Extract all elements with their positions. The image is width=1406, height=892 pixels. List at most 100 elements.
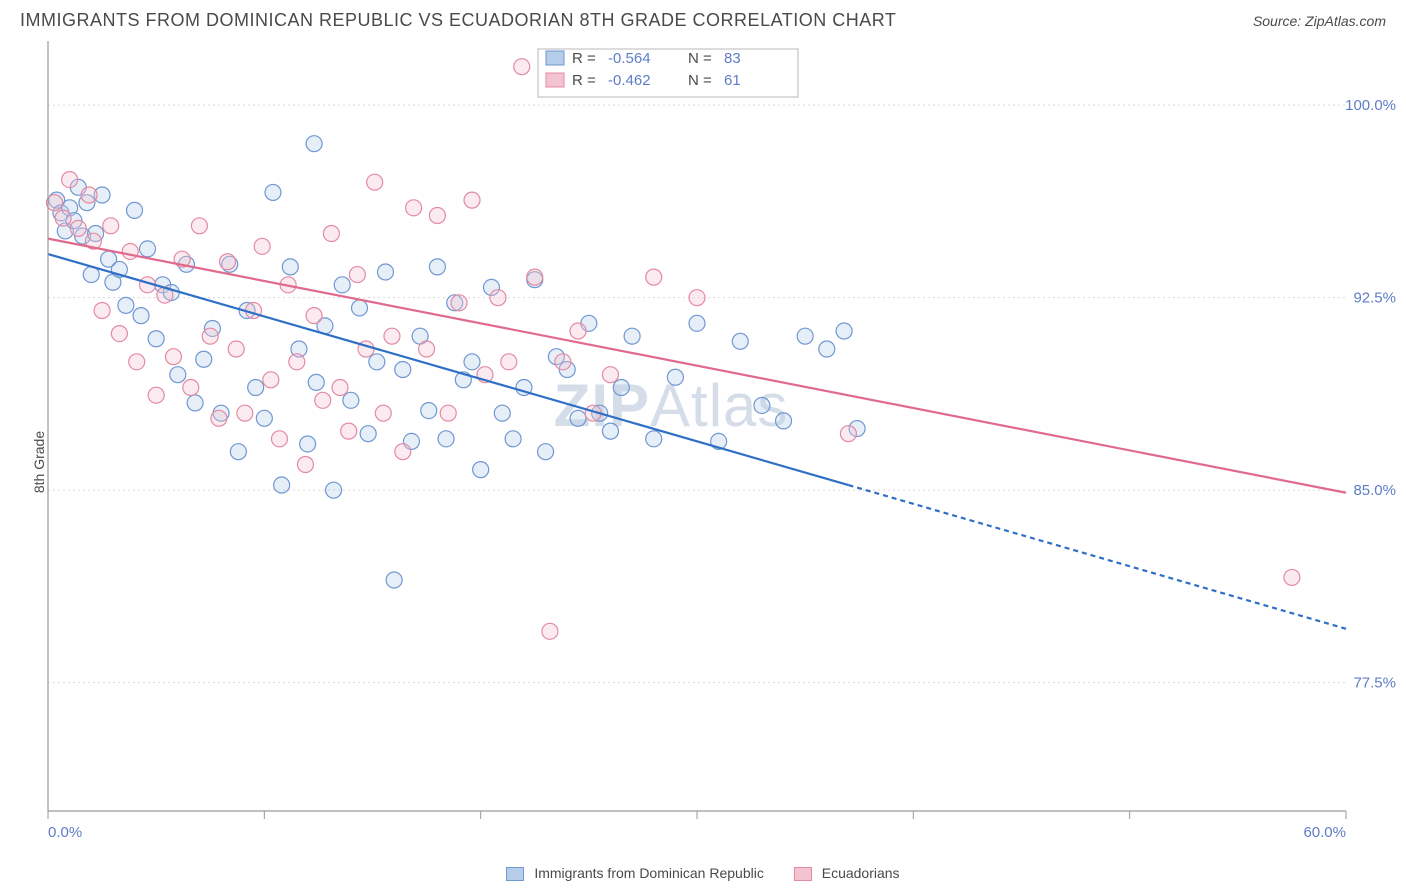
- point-ecuadorian: [490, 290, 506, 306]
- point-ecuadorian: [341, 423, 357, 439]
- stats-R-value: -0.564: [608, 50, 651, 67]
- point-dominican: [421, 403, 437, 419]
- point-dominican: [538, 444, 554, 460]
- point-dominican: [282, 259, 298, 275]
- point-dominican: [265, 184, 281, 200]
- point-ecuadorian: [514, 59, 530, 75]
- point-dominican: [429, 259, 445, 275]
- point-ecuadorian: [602, 367, 618, 383]
- point-ecuadorian: [183, 380, 199, 396]
- point-ecuadorian: [191, 218, 207, 234]
- legend-item-dominican: Immigrants from Dominican Republic: [506, 865, 763, 881]
- chart-header: IMMIGRANTS FROM DOMINICAN REPUBLIC VS EC…: [0, 0, 1406, 37]
- point-ecuadorian: [555, 354, 571, 370]
- point-dominican: [395, 362, 411, 378]
- point-ecuadorian: [289, 354, 305, 370]
- chart-title: IMMIGRANTS FROM DOMINICAN REPUBLIC VS EC…: [20, 10, 896, 31]
- point-ecuadorian: [103, 218, 119, 234]
- point-ecuadorian: [384, 328, 400, 344]
- point-ecuadorian: [211, 410, 227, 426]
- point-ecuadorian: [297, 457, 313, 473]
- point-dominican: [326, 482, 342, 498]
- point-ecuadorian: [220, 254, 236, 270]
- point-dominican: [306, 136, 322, 152]
- chart-source: Source: ZipAtlas.com: [1253, 13, 1386, 29]
- legend-swatch-dominican: [506, 867, 524, 881]
- point-ecuadorian: [464, 192, 480, 208]
- point-dominican: [377, 264, 393, 280]
- point-dominican: [352, 300, 368, 316]
- point-ecuadorian: [122, 243, 138, 259]
- point-dominican: [127, 202, 143, 218]
- point-ecuadorian: [228, 341, 244, 357]
- stats-R-label: R =: [572, 50, 596, 67]
- point-ecuadorian: [62, 172, 78, 188]
- y-tick-label: 85.0%: [1353, 482, 1396, 499]
- stats-N-value: 61: [724, 72, 741, 89]
- legend-swatch-ecuadorian: [794, 867, 812, 881]
- point-dominican: [187, 395, 203, 411]
- point-ecuadorian: [202, 328, 218, 344]
- point-ecuadorian: [689, 290, 705, 306]
- point-ecuadorian: [254, 238, 270, 254]
- point-ecuadorian: [395, 444, 411, 460]
- point-ecuadorian: [527, 269, 543, 285]
- point-ecuadorian: [111, 326, 127, 342]
- point-dominican: [819, 341, 835, 357]
- point-ecuadorian: [81, 187, 97, 203]
- point-dominican: [148, 331, 164, 347]
- point-ecuadorian: [148, 387, 164, 403]
- bottom-legend: Immigrants from Dominican Republic Ecuad…: [0, 865, 1406, 881]
- point-ecuadorian: [263, 372, 279, 388]
- scatter-chart-svg: ZIPAtlas0.0%60.0%77.5%85.0%92.5%100.0%R …: [0, 37, 1406, 847]
- point-dominican: [300, 436, 316, 452]
- point-ecuadorian: [570, 323, 586, 339]
- stats-N-value: 83: [724, 50, 741, 67]
- point-dominican: [170, 367, 186, 383]
- point-dominican: [797, 328, 813, 344]
- point-dominican: [494, 405, 510, 421]
- point-dominican: [334, 277, 350, 293]
- point-ecuadorian: [840, 426, 856, 442]
- point-dominican: [613, 380, 629, 396]
- point-ecuadorian: [323, 226, 339, 242]
- point-dominican: [602, 423, 618, 439]
- point-ecuadorian: [451, 295, 467, 311]
- point-dominican: [689, 315, 705, 331]
- y-axis-label: 8th Grade: [31, 431, 47, 493]
- legend-item-ecuadorian: Ecuadorians: [794, 865, 900, 881]
- point-dominican: [386, 572, 402, 588]
- point-dominican: [230, 444, 246, 460]
- point-dominican: [308, 374, 324, 390]
- stats-swatch: [546, 73, 564, 87]
- stats-R-label: R =: [572, 72, 596, 89]
- point-ecuadorian: [129, 354, 145, 370]
- point-ecuadorian: [306, 308, 322, 324]
- trendline-dominican-extrapolated: [848, 485, 1346, 629]
- stats-R-value: -0.462: [608, 72, 651, 89]
- stats-swatch: [546, 51, 564, 65]
- point-dominican: [196, 351, 212, 367]
- point-dominican: [256, 410, 272, 426]
- point-dominican: [369, 354, 385, 370]
- point-dominican: [248, 380, 264, 396]
- point-dominican: [836, 323, 852, 339]
- y-tick-label: 92.5%: [1353, 290, 1396, 307]
- point-dominican: [754, 397, 770, 413]
- point-dominican: [646, 431, 662, 447]
- point-dominican: [732, 333, 748, 349]
- point-ecuadorian: [46, 195, 62, 211]
- point-dominican: [505, 431, 521, 447]
- point-ecuadorian: [419, 341, 435, 357]
- point-ecuadorian: [55, 210, 71, 226]
- point-ecuadorian: [349, 267, 365, 283]
- point-dominican: [667, 369, 683, 385]
- point-ecuadorian: [94, 303, 110, 319]
- point-ecuadorian: [165, 349, 181, 365]
- point-ecuadorian: [542, 623, 558, 639]
- point-ecuadorian: [646, 269, 662, 285]
- point-dominican: [570, 410, 586, 426]
- trendline-dominican: [48, 254, 848, 485]
- point-dominican: [274, 477, 290, 493]
- point-ecuadorian: [1284, 569, 1300, 585]
